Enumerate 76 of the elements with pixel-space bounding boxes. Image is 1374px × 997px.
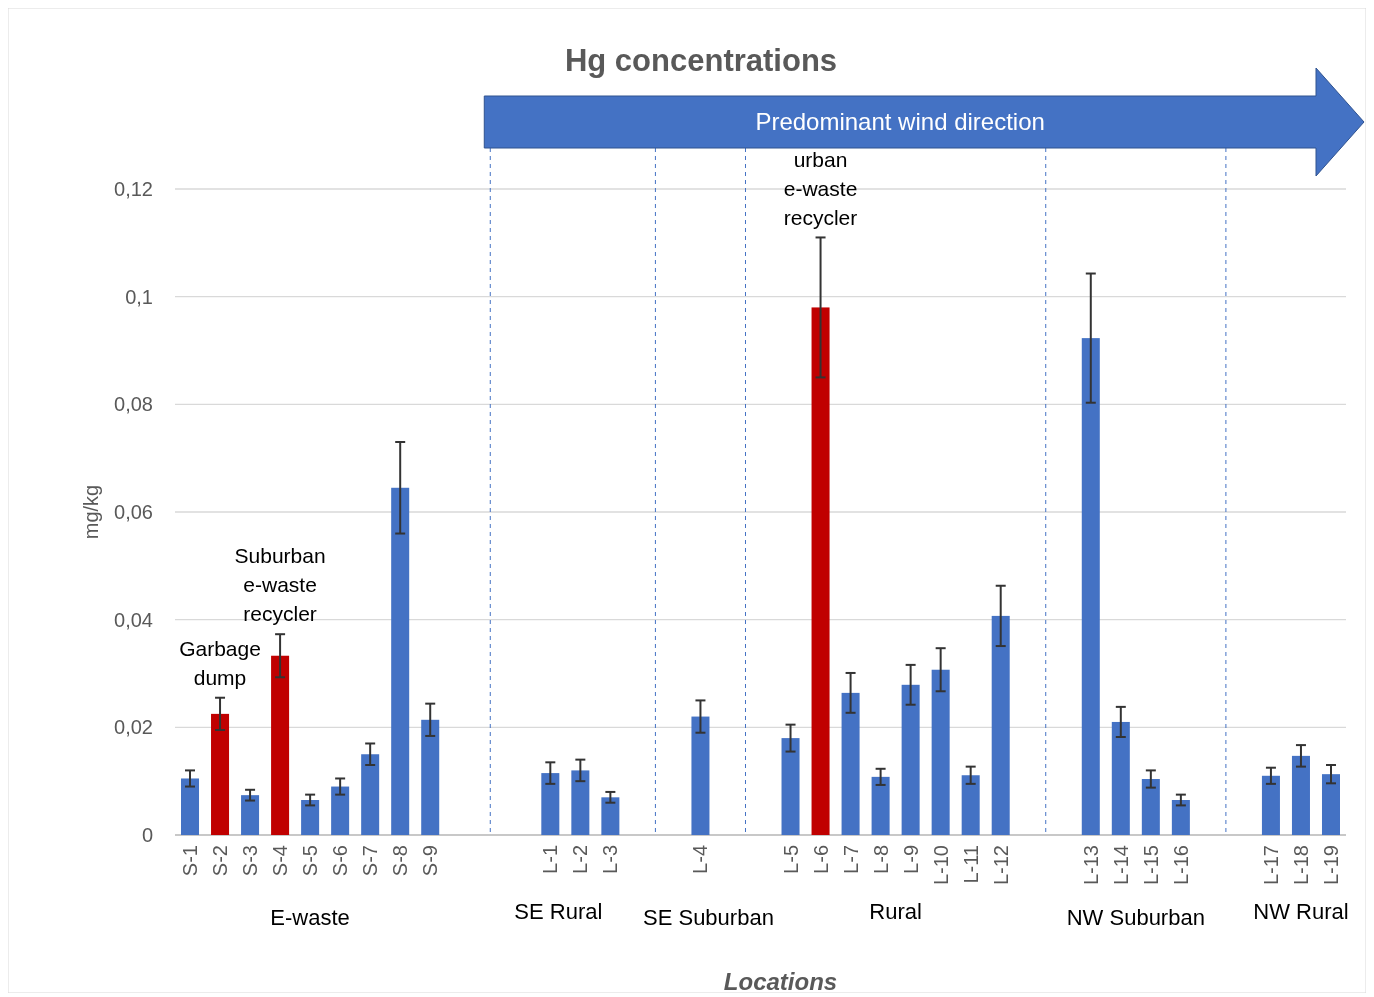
chart-title: Hg concentrations	[564, 43, 838, 78]
text: NW Suburban	[1066, 905, 1205, 930]
x-tick-label: L-4	[689, 845, 712, 874]
y-tick-label: 0,04	[114, 608, 153, 631]
text: E-waste	[270, 905, 350, 930]
text: SE Rural	[514, 899, 603, 924]
bar	[1111, 721, 1130, 835]
x-tick-label: L-17	[1259, 845, 1282, 886]
bar	[601, 797, 620, 835]
y-tick-label: 0	[141, 824, 153, 846]
text: NW Rural	[1253, 899, 1349, 924]
x-tick-label: S-8	[389, 845, 412, 877]
x-tick-label: L-2	[569, 845, 592, 874]
bar	[421, 719, 440, 835]
bar	[1321, 774, 1340, 835]
x-tick-label: L-10	[929, 845, 952, 886]
x-tick-label: S-7	[359, 845, 382, 877]
x-tick-label: L-19	[1319, 845, 1342, 886]
bar	[871, 776, 890, 835]
bar	[391, 487, 410, 835]
bar	[901, 684, 920, 835]
x-tick-label: L-16	[1169, 845, 1192, 886]
bar	[1171, 800, 1190, 835]
x-tick-label: L-6	[809, 845, 832, 874]
y-tick-label: 0,02	[114, 716, 153, 739]
bar	[691, 716, 710, 835]
x-tick-label: L-14	[1109, 845, 1132, 886]
bar	[241, 795, 260, 835]
bar	[211, 713, 230, 835]
x-tick-label: S-6	[329, 845, 352, 877]
bar	[331, 786, 350, 835]
x-tick-label: S-4	[269, 845, 292, 877]
bar	[1261, 775, 1280, 835]
x-tick-label: S-1	[179, 845, 202, 877]
x-tick-label: L-15	[1139, 845, 1162, 886]
text: Rural	[869, 899, 922, 924]
bar	[811, 307, 830, 835]
bar	[1141, 779, 1160, 835]
bar	[931, 669, 950, 835]
bar	[841, 692, 860, 835]
x-tick-label: L-8	[869, 845, 892, 874]
y-axis-title: mg/kg	[80, 484, 102, 540]
x-tick-label: L-12	[989, 845, 1012, 886]
x-tick-label: S-9	[419, 845, 442, 877]
x-tick-label: L-11	[959, 845, 982, 884]
x-tick-label: L-3	[599, 845, 622, 874]
bar	[991, 615, 1010, 835]
text: Predominant wind direction	[755, 108, 1045, 135]
bar	[301, 800, 320, 835]
annotation: urban e-waste recycler	[783, 148, 858, 230]
bar	[781, 738, 800, 835]
y-tick-label: 0,06	[114, 501, 153, 523]
bar	[271, 655, 290, 835]
bar	[541, 773, 560, 835]
annotation: Garbage dump	[179, 637, 261, 690]
bar	[181, 778, 200, 835]
y-tick-label: 0,1	[125, 285, 153, 308]
y-tick-label: 0,12	[114, 178, 153, 200]
x-tick-label: S-3	[239, 845, 262, 877]
x-tick-label: L-9	[899, 845, 922, 874]
x-tick-label: L-5	[779, 845, 802, 874]
y-tick-label: 0,08	[114, 393, 153, 416]
bar	[571, 770, 590, 835]
bar	[361, 754, 380, 835]
bar	[1081, 338, 1100, 835]
annotation: Suburban e-waste recycler	[234, 544, 326, 626]
x-tick-label: L-7	[839, 845, 862, 874]
text: SE Suburban	[643, 905, 774, 930]
x-tick-label: L-18	[1289, 845, 1312, 886]
x-axis-title: Locations	[723, 968, 838, 995]
bar	[1291, 755, 1310, 835]
x-tick-label: S-5	[299, 845, 322, 877]
x-tick-label: L-1	[539, 845, 562, 874]
bar	[961, 775, 980, 835]
x-tick-label: S-2	[209, 845, 232, 877]
x-tick-label: L-13	[1079, 845, 1102, 886]
